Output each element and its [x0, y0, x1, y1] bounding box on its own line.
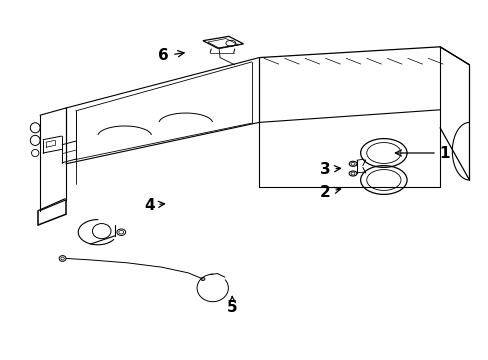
Text: 1: 1 [395, 145, 449, 161]
Text: 2: 2 [319, 185, 340, 200]
Text: 4: 4 [143, 198, 164, 213]
Text: 5: 5 [226, 297, 237, 315]
Text: 3: 3 [319, 162, 340, 177]
Text: 6: 6 [158, 48, 184, 63]
